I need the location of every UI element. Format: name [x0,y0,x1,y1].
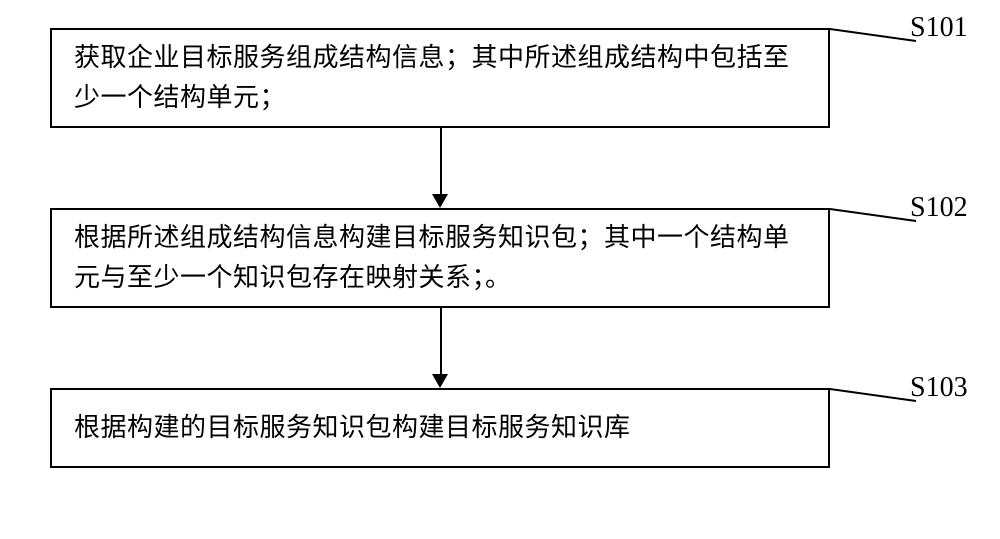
connector-s103 [830,388,916,402]
step-box-s102: 根据所述组成结构信息构建目标服务知识包；其中一个结构单元与至少一个知识包存在映射… [50,208,830,308]
step-text-s102: 根据所述组成结构信息构建目标服务知识包；其中一个结构单元与至少一个知识包存在映射… [74,218,806,299]
flowchart-canvas: 获取企业目标服务组成结构信息；其中所述组成结构中包括至少一个结构单元； S101… [0,0,1000,539]
step-text-s101: 获取企业目标服务组成结构信息；其中所述组成结构中包括至少一个结构单元； [74,38,806,119]
arrow-2-shaft [440,308,442,374]
step-box-s103: 根据构建的目标服务知识包构建目标服务知识库 [50,388,830,468]
connector-s102 [830,208,916,222]
connector-s101 [830,28,916,42]
arrow-2-head [432,374,448,388]
arrow-1-head [432,194,448,208]
arrow-1-shaft [440,128,442,194]
step-label-s101: S101 [910,12,968,44]
step-box-s101: 获取企业目标服务组成结构信息；其中所述组成结构中包括至少一个结构单元； [50,28,830,128]
step-label-s102: S102 [910,192,968,224]
step-label-s103: S103 [910,372,968,404]
step-text-s103: 根据构建的目标服务知识包构建目标服务知识库 [74,408,631,448]
